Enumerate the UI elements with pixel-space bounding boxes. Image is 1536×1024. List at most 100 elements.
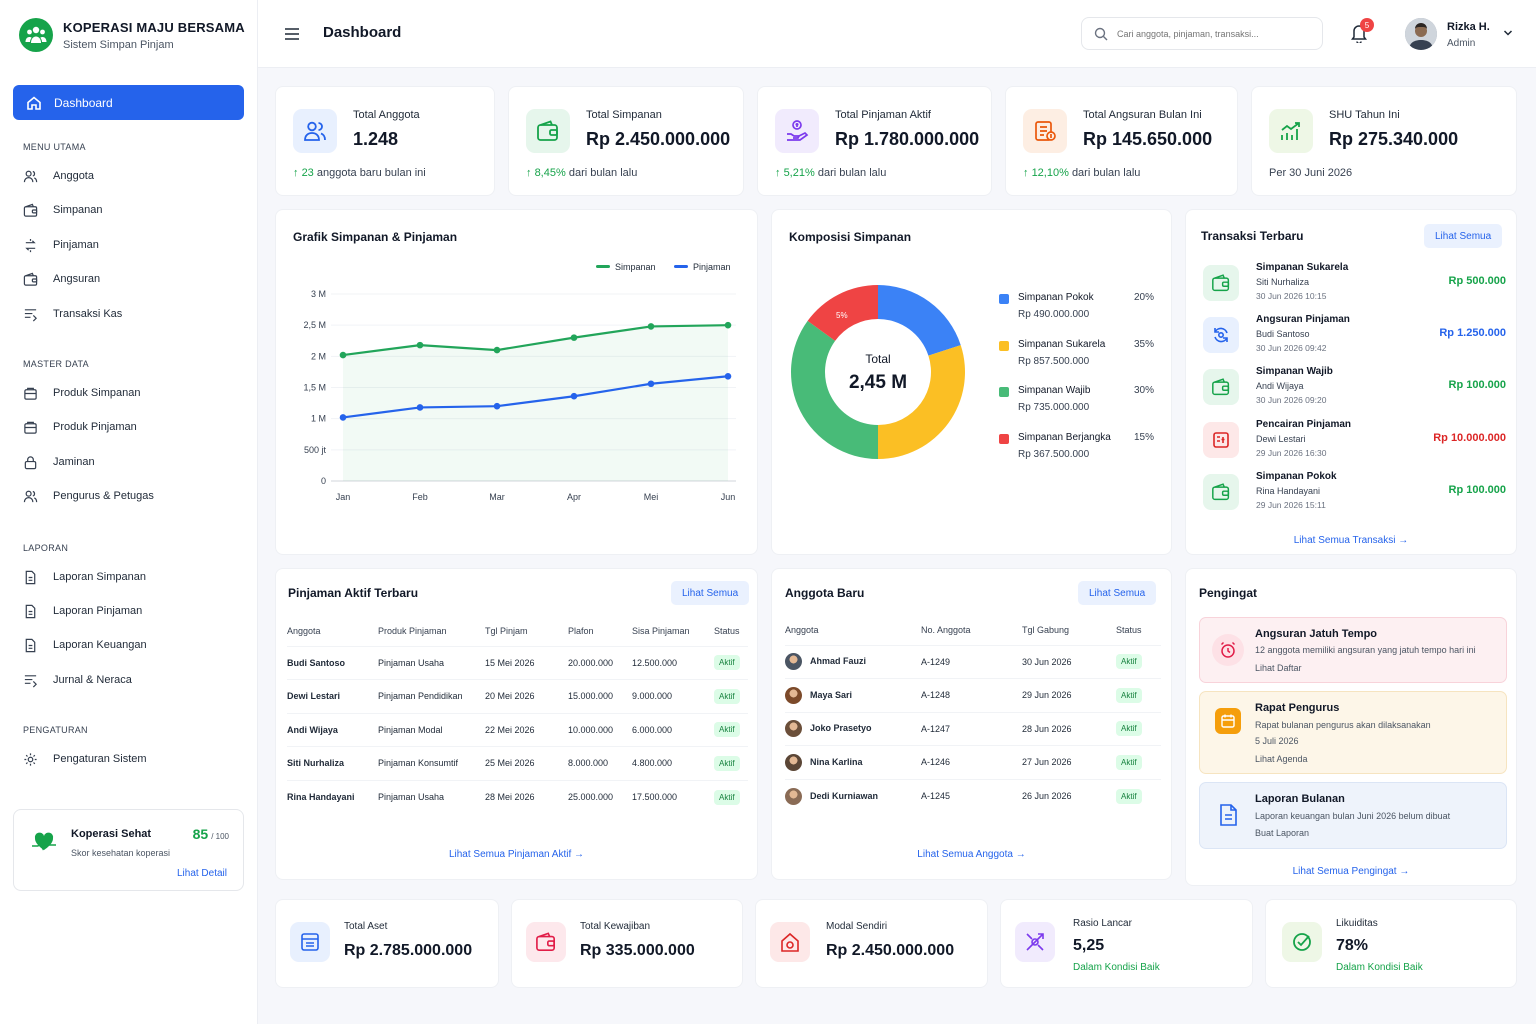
sidebar-item-jurnal-neraca[interactable]: Jurnal & Neraca [23,670,132,690]
table-row[interactable]: Ahmad Fauzi A-1249 30 Jun 2026 Aktif [785,644,1161,679]
column-header[interactable]: Anggota [785,624,819,635]
table-row[interactable]: Siti Nurhaliza Pinjaman Konsumtif 25 Mei 2… [287,746,748,780]
sidebar-item-simpanan[interactable]: Simpanan [23,200,103,220]
sidebar-item-angsuran[interactable]: Angsuran [23,269,100,289]
sidebar-item-jaminan[interactable]: Jaminan [23,452,95,472]
transaction-item[interactable]: Simpanan Wajib Andi Wijaya 30 Jun 2026 0… [1201,366,1506,412]
transaction-item[interactable]: Simpanan Sukarela Siti Nurhaliza 30 Jun … [1201,262,1506,308]
y-tick-label: 2 M [311,351,326,361]
reminder-item[interactable]: Angsuran Jatuh Tempo 12 anggota memiliki… [1199,617,1507,683]
stat-foot: ↑ 23 anggota baru bulan ini [293,167,426,179]
table-cell: 26 Jun 2026 [1022,778,1116,813]
column-header[interactable]: Plafon [568,625,594,636]
legend-swatch [999,294,1009,304]
reminder-item[interactable]: Laporan Bulanan Laporan keuangan bulan J… [1199,782,1507,849]
data-point-pinjaman [570,392,578,400]
table-cell: Pinjaman Usaha [378,779,485,814]
sidebar-item-label: Produk Simpanan [53,387,141,399]
bottom-card-likuiditas[interactable]: Likuiditas 78% Dalam Kondisi Baik [1265,899,1517,988]
brand[interactable]: KOPERASI MAJU BERSAMA Sistem Simpan Pinj… [19,18,245,52]
members-footer-link[interactable]: Lihat Semua Anggota → [917,849,1026,860]
sidebar-item-laporan-pinjaman[interactable]: Laporan Pinjaman [23,601,142,621]
transaction-item[interactable]: Angsuran Pinjaman Budi Santoso 30 Jun 20… [1201,314,1506,360]
donut-slice-simpanan-sukarela [791,320,878,459]
column-header[interactable]: Tgl Gabung [1022,624,1070,635]
column-header[interactable]: Tgl Pinjam [485,625,528,636]
transaction-item[interactable]: Pencairan Pinjaman Dewi Lestari 29 Jun 2… [1201,419,1506,465]
table-row[interactable]: Dedi Kurniawan A-1245 26 Jun 2026 Aktif [785,778,1161,813]
table-row[interactable]: Budi Santoso Pinjaman Usaha 15 Mei 2026 20.… [287,645,748,680]
loans-view-all-button[interactable]: Lihat Semua [671,581,750,605]
bottom-card-total-kewajiban[interactable]: Total Kewajiban Rp 335.000.000 [511,899,743,988]
sidebar-item-pengaturan-sistem[interactable]: Pengaturan Sistem [23,749,147,769]
users-icon [293,109,337,153]
bottom-card-total-aset[interactable]: Total Aset Rp 2.785.000.000 [275,899,499,988]
sidebar-item-laporan-keuangan[interactable]: Laporan Keuangan [23,635,147,655]
column-header[interactable]: Sisa Pinjaman [632,625,690,636]
search-input[interactable] [1117,28,1307,39]
reminder-link[interactable]: Buat Laporan [1255,828,1310,838]
transaction-amount: Rp 100.000 [1448,379,1506,392]
hamburger-menu-icon[interactable] [284,27,300,41]
avatar[interactable] [1405,18,1437,50]
sidebar-item-produk-simpanan[interactable]: Produk Simpanan [23,383,140,403]
column-header[interactable]: Produk Pinjaman [378,625,447,636]
donut-slice-simpanan-wajib [878,345,965,459]
cell-status: Aktif [714,779,748,814]
transactions-footer-link[interactable]: Lihat Semua Transaksi → [1293,535,1409,546]
stat-card-simpanan[interactable]: Total Simpanan Rp 2.450.000.000 ↑ 8,45% … [508,86,744,196]
loans-footer-link[interactable]: Lihat Semua Pinjaman Aktif → [448,849,585,860]
wallet-icon [526,109,570,153]
column-header[interactable]: No. Anggota [921,624,971,635]
status-badge: Aktif [1116,721,1142,737]
legend-swatch [596,265,610,268]
bottom-card-modal-sendiri[interactable]: Modal Sendiri Rp 2.450.000.000 [755,899,988,988]
sidebar-item-dashboard[interactable]: Dashboard [13,85,244,120]
legend-name: Simpanan Pokok [1018,292,1094,303]
reminders-footer-link[interactable]: Lihat Semua Pengingat → [1292,866,1410,877]
stat-card-angsuran[interactable]: Total Angsuran Bulan Ini Rp 145.650.000 … [1005,86,1238,196]
column-header[interactable]: Status [714,625,740,636]
cell-member: Ahmad Fauzi [785,644,921,679]
stat-value: Rp 1.780.000.000 [835,129,980,149]
transaction-item[interactable]: Simpanan Pokok Rina Handayani 29 Jun 202… [1201,471,1506,517]
bottom-label: Total Kewajiban [580,921,651,932]
transaction-title: Simpanan Pokok [1256,470,1337,482]
reminder-item[interactable]: Rapat Pengurus Rapat bulanan pengurus ak… [1199,691,1507,774]
transactions-view-all-button[interactable]: Lihat Semua [1424,224,1503,248]
table-row[interactable]: Maya Sari A-1248 29 Jun 2026 Aktif [785,678,1161,712]
status-badge: Aktif [1116,654,1142,670]
sidebar-item-transaksi-kas[interactable]: Transaksi Kas [23,304,122,324]
sidebar-item-pengurus[interactable]: Pengurus & Petugas [23,486,154,506]
sidebar-item-label: Pengurus & Petugas [53,490,154,502]
column-header[interactable]: Anggota [287,625,321,636]
brand-subtitle: Sistem Simpan Pinjam [63,38,174,51]
stat-card-pinjaman[interactable]: Total Pinjaman Aktif Rp 1.780.000.000 ↑ … [757,86,992,196]
table-row[interactable]: Andi Wijaya Pinjaman Modal 22 Mei 2026 10.0… [287,712,748,747]
notification-button[interactable]: 5 [1350,18,1374,45]
health-detail-link[interactable]: Lihat Detail [176,868,227,879]
table-row[interactable]: Rina Handayani Pinjaman Usaha 28 Mei 2026 2… [287,779,748,814]
ledger-icon [290,922,330,962]
table-row[interactable]: Nina Karlina A-1246 27 Jun 2026 Aktif [785,745,1161,779]
members-view-all-button[interactable]: Lihat Semua [1078,581,1157,605]
cell-status: Aktif [1116,644,1161,679]
table-cell: 22 Mei 2026 [485,712,568,747]
sidebar-item-produk-pinjaman[interactable]: Produk Pinjaman [23,417,137,437]
sidebar-item-pinjaman[interactable]: Pinjaman [23,235,99,255]
chevron-down-icon[interactable] [1503,29,1513,37]
search-box[interactable] [1081,17,1323,50]
column-header[interactable]: Status [1116,624,1142,635]
line-chart-title: Grafik Simpanan & Pinjaman [293,230,458,244]
bottom-card-rasio-lancar[interactable]: Rasio Lancar 5,25 Dalam Kondisi Baik [1000,899,1253,988]
reminder-link[interactable]: Lihat Daftar [1255,663,1302,673]
reminder-link[interactable]: Lihat Agenda [1255,754,1308,764]
table-cell: Pinjaman Modal [378,712,485,747]
sidebar-item-laporan-simpanan[interactable]: Laporan Simpanan [23,567,146,587]
sidebar-item-anggota[interactable]: Anggota [23,166,94,186]
user-name[interactable]: Rizka H. [1447,21,1490,33]
table-row[interactable]: Dewi Lestari Pinjaman Pendidikan 20 Mei 20… [287,679,748,713]
stat-card-shu[interactable]: SHU Tahun Ini Rp 275.340.000 Per 30 Juni… [1251,86,1517,196]
table-row[interactable]: Joko Prasetyo A-1247 28 Jun 2026 Aktif [785,711,1161,746]
stat-card-anggota[interactable]: Total Anggota 1.248 ↑ 23 anggota baru bu… [275,86,495,196]
